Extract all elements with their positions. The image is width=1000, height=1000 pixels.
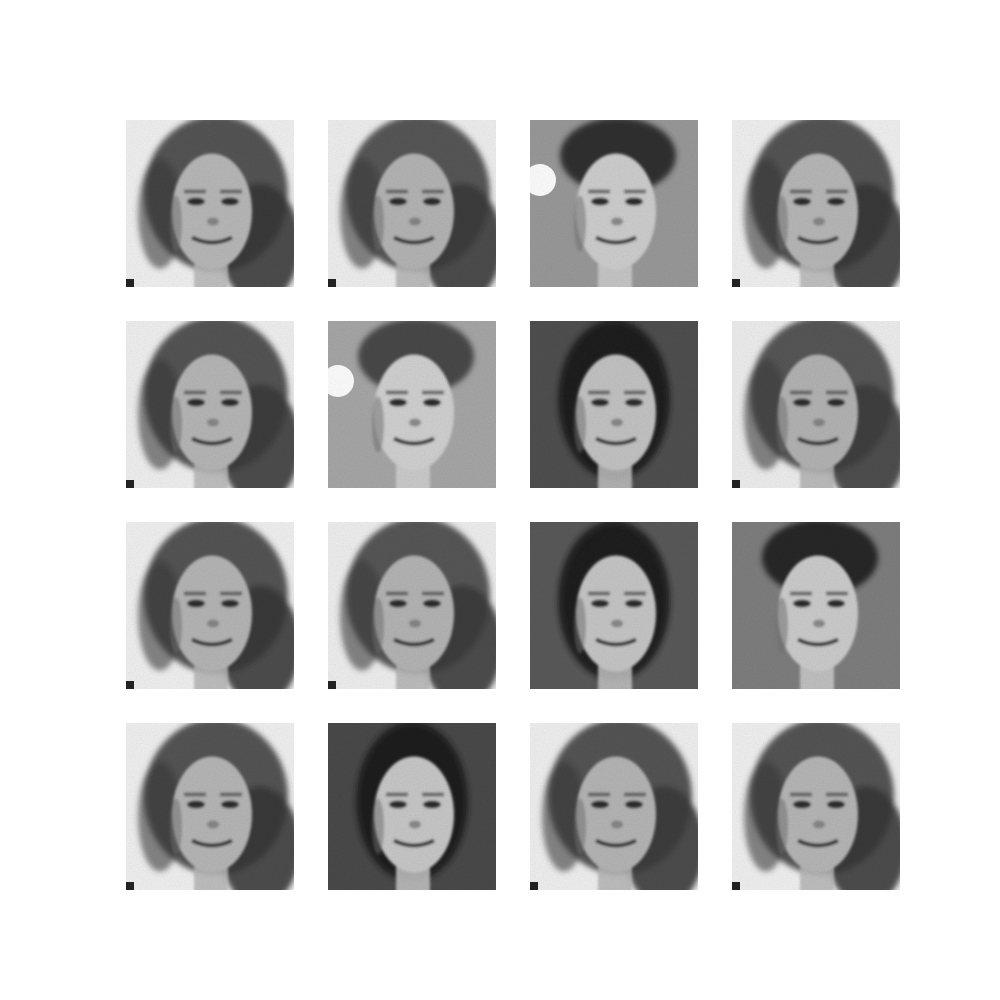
face-shape [574,354,656,488]
corner-speck [126,681,134,689]
artifact-blob [530,164,556,196]
face-shape [574,153,656,287]
face-tile-6 [328,321,496,488]
face-tile-7 [530,321,698,488]
face-tile-15 [530,723,698,890]
face-tile-2 [328,120,496,287]
face-shape [574,555,656,689]
face-tile-16 [732,723,900,890]
face-tile-5 [126,321,294,488]
face-shape [574,756,656,890]
face-shape [170,153,252,287]
corner-speck [732,882,740,890]
face-tile-3 [530,120,698,287]
face-shape [170,354,252,488]
face-tile-12 [732,522,900,689]
face-tile-13 [126,723,294,890]
face-shape [372,555,454,689]
face-tile-1 [126,120,294,287]
artifact-blob [328,365,354,397]
face-tile-14 [328,723,496,890]
face-shape [776,555,858,689]
face-shape [776,756,858,890]
face-shape [372,153,454,287]
corner-speck [328,681,336,689]
face-tile-11 [530,522,698,689]
face-tile-10 [328,522,496,689]
corner-speck [732,480,740,488]
corner-speck [732,279,740,287]
corner-speck [328,279,336,287]
face-shape [776,354,858,488]
face-shape [776,153,858,287]
face-shape [170,756,252,890]
face-tile-8 [732,321,900,488]
face-shape [372,354,454,488]
face-tile-9 [126,522,294,689]
corner-speck [126,279,134,287]
corner-speck [126,882,134,890]
face-shape [170,555,252,689]
face-shape [372,756,454,890]
corner-speck [126,480,134,488]
face-tile-4 [732,120,900,287]
corner-speck [530,882,538,890]
